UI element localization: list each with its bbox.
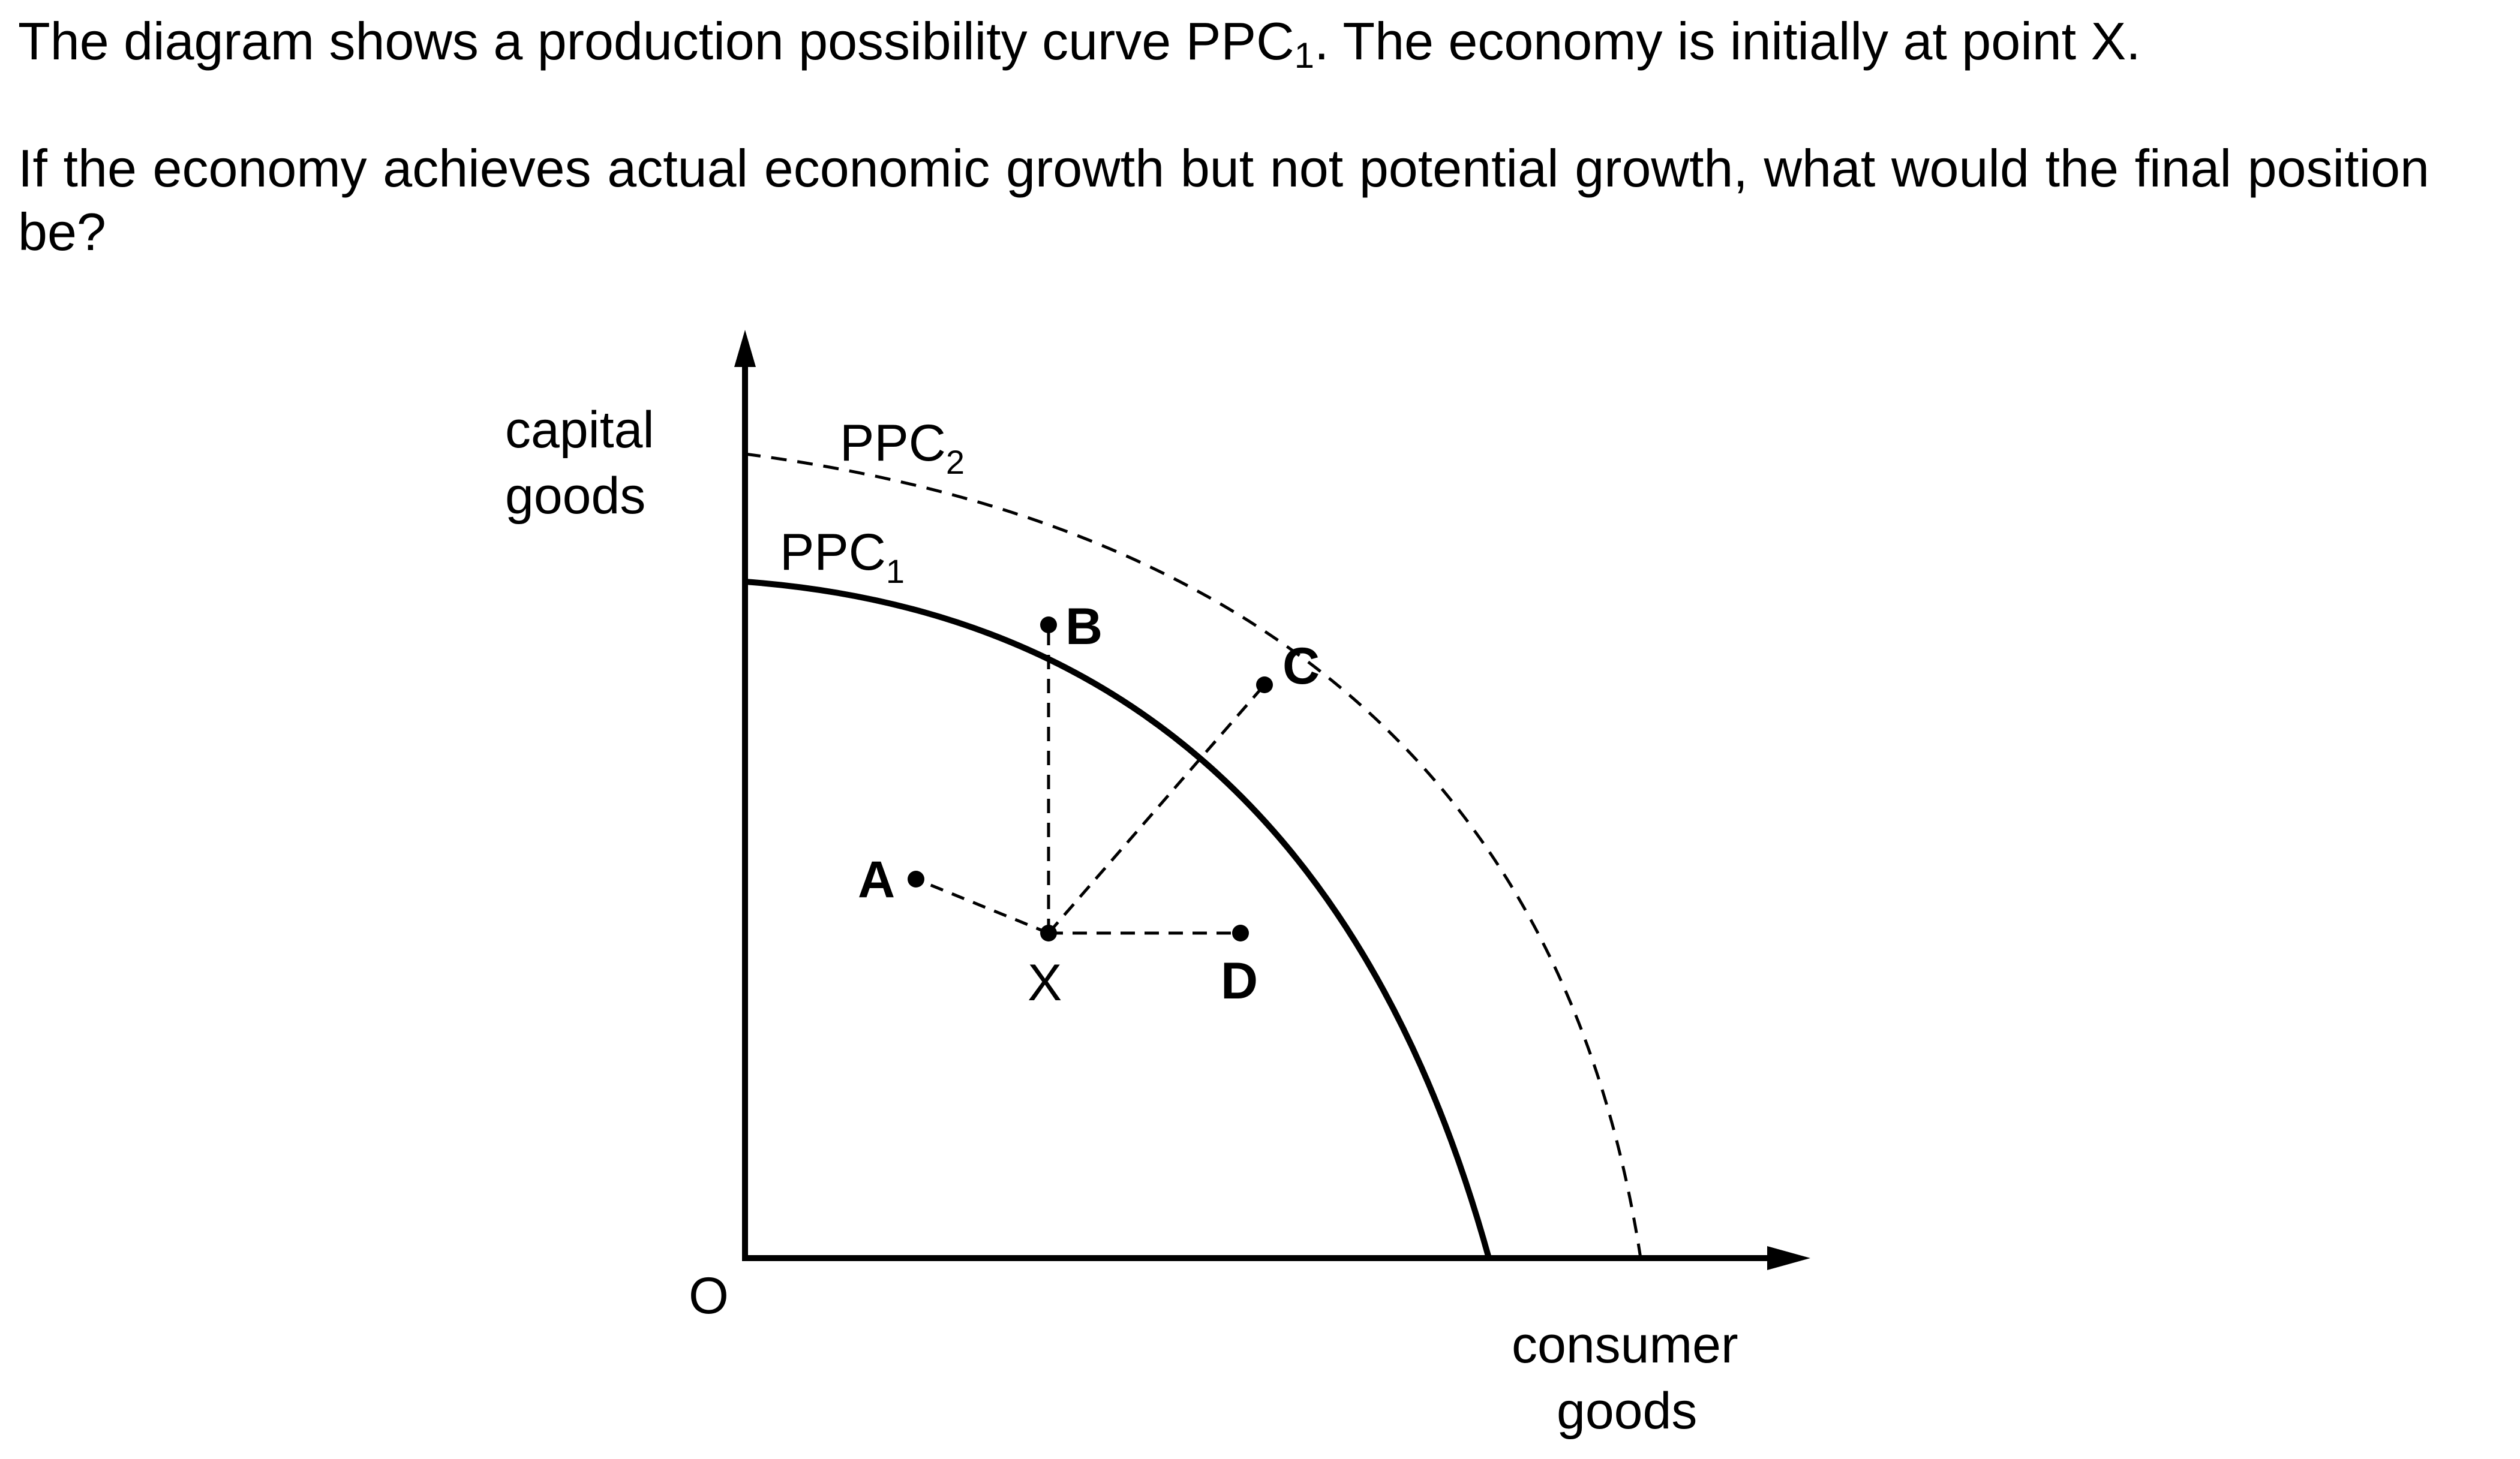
origin-label: O xyxy=(689,1267,729,1325)
question-text: The diagram shows a production possibili… xyxy=(18,10,2429,264)
y-axis-arrowhead xyxy=(734,330,756,367)
point-a-label: A xyxy=(858,851,895,909)
point-x-label: X xyxy=(1028,954,1062,1012)
ppc2-label-sub: 2 xyxy=(946,443,965,481)
x-axis-arrowhead xyxy=(1767,1246,1810,1270)
ppc2-label-base: PPC xyxy=(840,414,946,472)
connector-x-a xyxy=(915,877,1049,935)
connector-x-c xyxy=(1047,684,1266,934)
x-axis-label-line-1: consumer xyxy=(1512,1316,1738,1374)
ppc1-label-sub: 1 xyxy=(886,552,905,590)
point-b-label: B xyxy=(1065,598,1103,655)
y-axis-label-line-2: goods xyxy=(505,467,645,525)
ppc1-label-base: PPC xyxy=(780,524,886,581)
point-b-dot xyxy=(1040,616,1057,633)
point-c-label: C xyxy=(1282,637,1320,695)
x-axis-label-line-2: goods xyxy=(1557,1382,1697,1440)
point-d-dot xyxy=(1232,925,1249,941)
ppc1-label: PPC1 xyxy=(780,524,905,590)
question-line-1-start: The diagram shows a production possibili… xyxy=(18,11,1294,71)
question-line-1-end: . The economy is initially at point X. xyxy=(1314,11,2141,71)
ppc1-curve xyxy=(744,579,1492,1259)
ppc2-label: PPC2 xyxy=(840,414,965,481)
point-c-dot xyxy=(1256,676,1273,693)
question-line-1-subscript: 1 xyxy=(1294,35,1315,76)
point-a-dot xyxy=(908,871,924,888)
y-axis-label-line-1: capital xyxy=(505,401,654,459)
point-d-label: D xyxy=(1221,952,1258,1010)
question-line-2: If the economy achieves actual economic … xyxy=(18,139,2429,261)
question-line-1: The diagram shows a production possibili… xyxy=(18,10,2429,76)
point-x-dot xyxy=(1040,925,1057,941)
